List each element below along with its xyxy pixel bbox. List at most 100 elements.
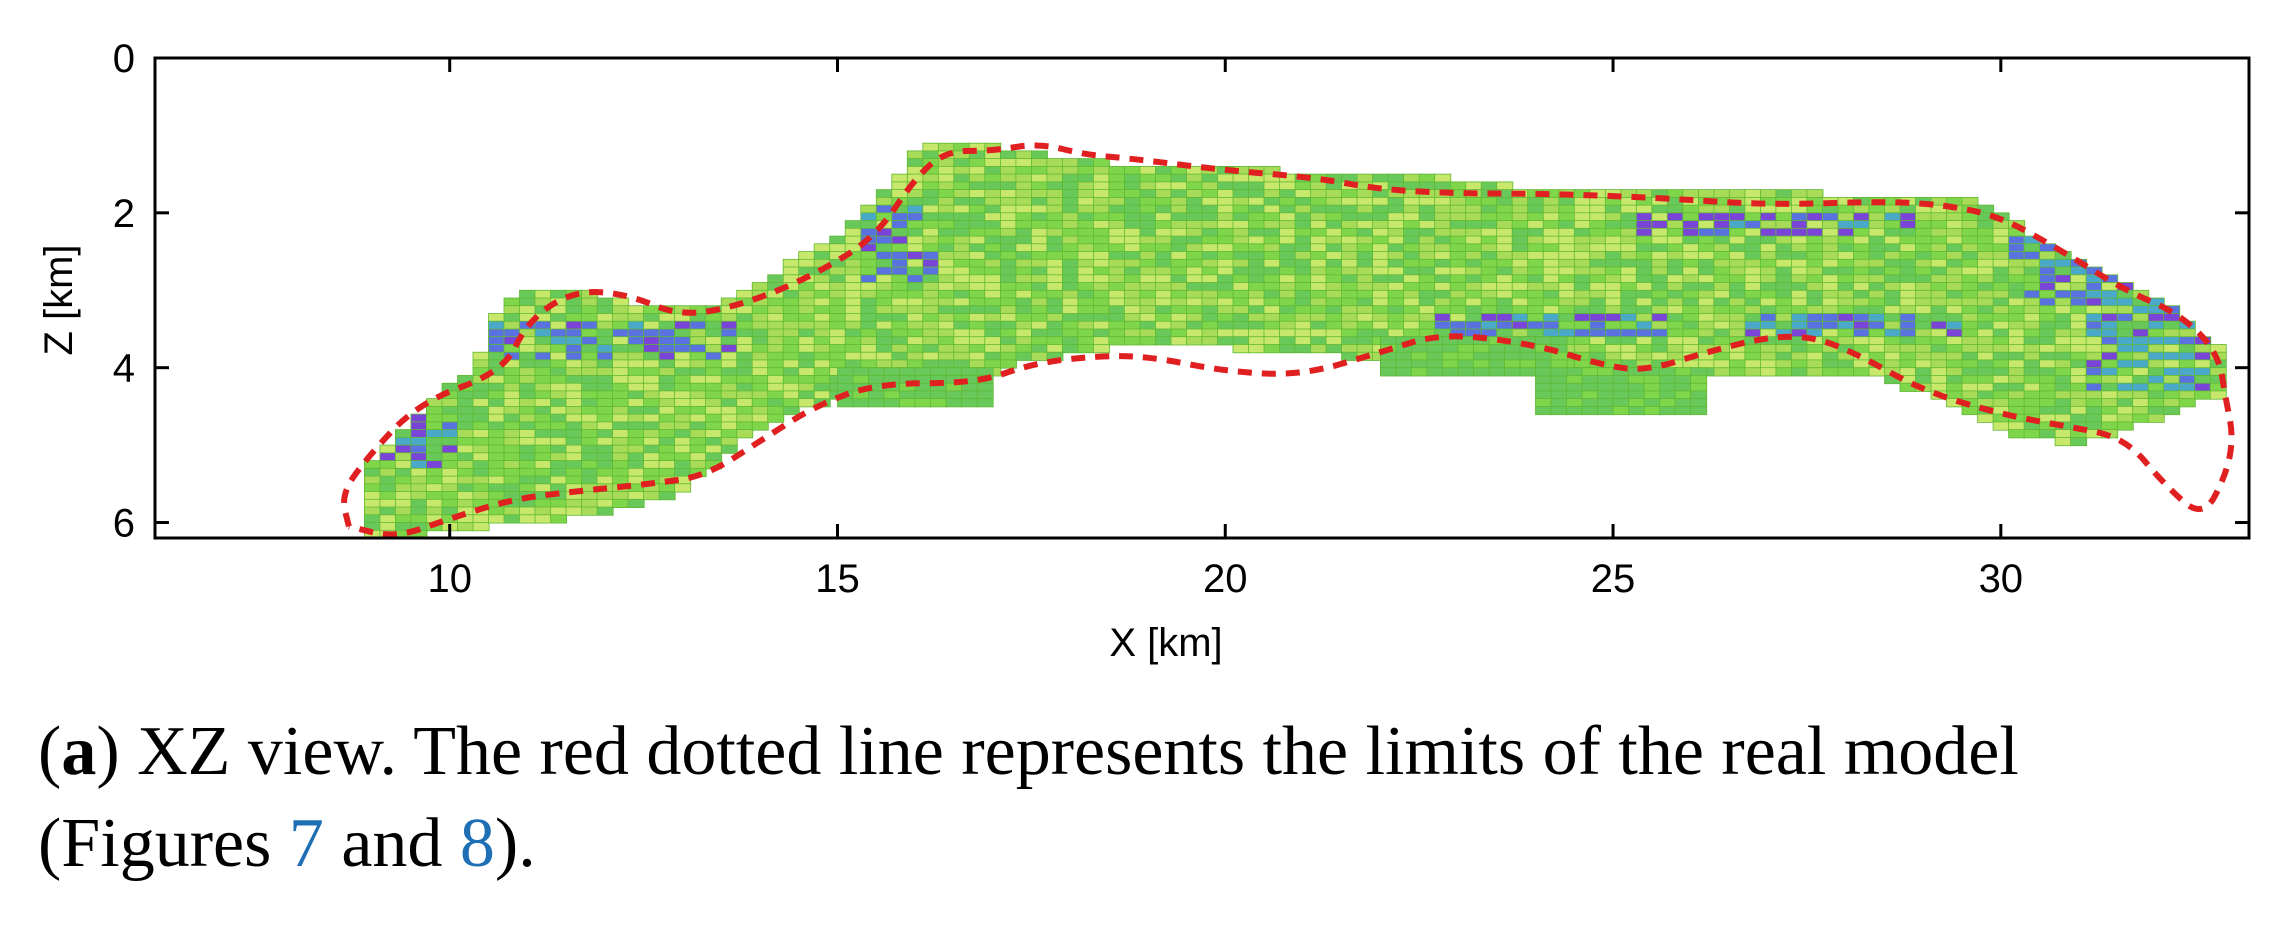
model-cell xyxy=(1387,235,1405,245)
model-cell xyxy=(968,227,986,238)
model-cell xyxy=(1201,328,1219,338)
model-cell xyxy=(1480,227,1498,238)
model-cell xyxy=(1620,243,1638,253)
model-cell xyxy=(1651,282,1669,292)
model-cell xyxy=(1822,227,1839,238)
model-cell xyxy=(1341,251,1359,261)
model-cell xyxy=(1744,297,1762,307)
model-cell xyxy=(1232,173,1250,183)
model-cell xyxy=(1325,305,1343,315)
model-cell xyxy=(875,305,893,315)
model-cell xyxy=(674,460,692,470)
model-cell xyxy=(860,351,878,361)
model-cell xyxy=(813,297,831,307)
model-cell xyxy=(1744,251,1762,261)
model-cell xyxy=(1325,212,1343,222)
model-cell xyxy=(1977,297,1995,307)
model-cell xyxy=(1868,313,1886,323)
model-cell xyxy=(1077,305,1095,315)
model-cell xyxy=(550,289,568,299)
model-cell xyxy=(2116,374,2134,385)
model-cell xyxy=(891,173,909,183)
model-cell xyxy=(1434,258,1452,268)
figure-ref-7[interactable]: 7 xyxy=(288,805,324,882)
model-cell xyxy=(1946,258,1964,268)
model-cell xyxy=(1341,243,1359,253)
model-cell xyxy=(1108,165,1126,176)
model-cell xyxy=(1635,266,1653,276)
model-cell xyxy=(798,359,816,369)
model-cell xyxy=(1698,328,1715,338)
model-cell xyxy=(1232,305,1250,315)
model-cell xyxy=(1372,212,1390,222)
model-cell xyxy=(2023,266,2041,276)
model-cell xyxy=(1573,266,1591,276)
model-cell xyxy=(519,405,537,416)
model-cell xyxy=(736,344,754,354)
model-cell xyxy=(1449,282,1467,292)
model-cell xyxy=(1341,258,1359,268)
model-cell xyxy=(1449,235,1467,245)
model-cell xyxy=(488,351,506,361)
model-cell xyxy=(1822,305,1839,315)
model-cell xyxy=(906,336,924,346)
figure-ref-8[interactable]: 8 xyxy=(459,805,495,882)
model-cell xyxy=(1341,297,1359,307)
model-cell xyxy=(1031,251,1048,261)
model-cell xyxy=(1635,328,1653,338)
model-cell xyxy=(1961,313,1979,323)
model-cell xyxy=(1620,328,1638,338)
model-cell xyxy=(1899,227,1917,238)
model-cell xyxy=(1465,196,1483,207)
model-cell xyxy=(2101,367,2119,377)
model-cell xyxy=(1093,181,1110,191)
model-cell xyxy=(953,258,971,268)
model-cell xyxy=(1682,266,1700,276)
model-cell xyxy=(968,173,986,183)
model-cell xyxy=(1046,320,1064,330)
model-cell xyxy=(782,344,800,354)
model-cell xyxy=(1356,344,1374,354)
model-cell xyxy=(1682,274,1700,284)
model-cell xyxy=(1263,212,1281,222)
model-cell xyxy=(1527,266,1545,276)
model-cell xyxy=(1232,266,1250,276)
figure-caption: (a) XZ view. The red dotted line represe… xyxy=(38,713,2019,882)
model-cell xyxy=(875,336,893,346)
model-cell xyxy=(2070,413,2088,423)
model-cell xyxy=(425,452,443,462)
model-cell xyxy=(472,382,490,392)
model-cell xyxy=(1310,344,1328,354)
model-cell xyxy=(441,475,459,485)
model-cell xyxy=(1170,235,1188,245)
model-cell xyxy=(550,344,568,354)
model-cell xyxy=(1542,227,1560,238)
model-cell xyxy=(1744,243,1762,253)
model-cell xyxy=(1232,204,1250,214)
model-cell xyxy=(1791,367,1808,377)
model-cell xyxy=(860,289,878,299)
model-cell xyxy=(1201,274,1219,284)
model-cell xyxy=(767,359,785,369)
model-cell xyxy=(1418,305,1436,315)
model-cell xyxy=(394,491,412,501)
model-cell xyxy=(1682,313,1700,323)
model-cell xyxy=(782,382,800,392)
model-cell xyxy=(1659,374,1677,385)
model-cell xyxy=(1868,204,1886,214)
model-cell xyxy=(984,266,1002,276)
model-cell xyxy=(1511,251,1529,261)
model-cell xyxy=(1915,367,1933,377)
model-cell xyxy=(1108,220,1126,230)
model-cell xyxy=(1403,204,1421,214)
model-cell xyxy=(906,235,924,245)
model-cell xyxy=(829,351,847,361)
model-cell xyxy=(860,251,878,261)
model-cell xyxy=(1496,305,1514,315)
model-cell xyxy=(1992,289,2010,299)
model-cell xyxy=(968,165,986,176)
model-cell xyxy=(937,181,955,191)
model-cell xyxy=(1496,220,1514,230)
model-cell xyxy=(410,514,428,524)
model-cell xyxy=(1279,282,1297,292)
